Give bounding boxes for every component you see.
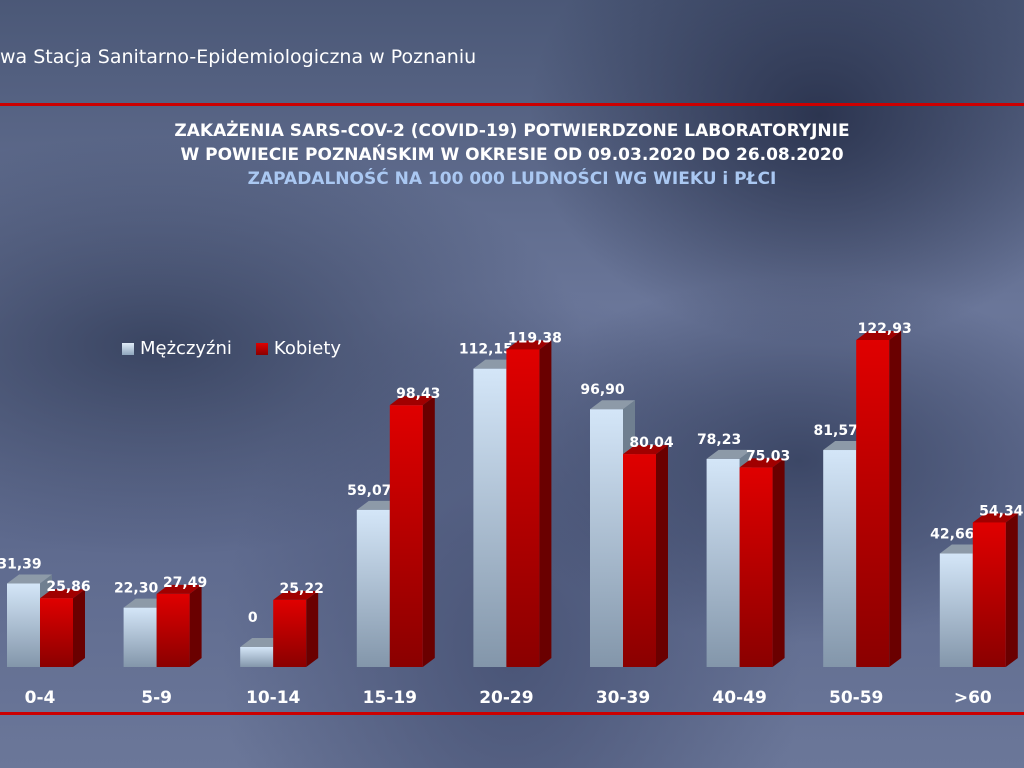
bar-women-top [40, 589, 85, 599]
chart-title-line-2: W POWIECIE POZNAŃSKIM W OKRESIE OD 09.03… [180, 145, 844, 165]
legend-swatch-men [122, 342, 134, 355]
legend-label-men: Mężczyźni [140, 338, 232, 359]
bar-men [939, 553, 973, 667]
bar-men [590, 409, 623, 667]
bar-women [40, 598, 73, 667]
bar-men [706, 458, 740, 667]
bar-women-side [422, 396, 435, 667]
chart-subtitle: ZAPADALNOŚĆ NA 100 000 LUDNOŚCI WG WIEKU… [247, 169, 777, 189]
bar-women [273, 599, 307, 667]
bar-women-value-label: 54,34 [979, 503, 1024, 519]
chart-title-line-1: ZAKAŻENIA SARS-COV-2 (COVID-19) POTWIERD… [174, 121, 850, 141]
legend-item-women: Kobiety [255, 338, 342, 359]
top-divider [0, 103, 1024, 106]
bar-men-top [7, 574, 52, 584]
bar-women [972, 522, 1006, 667]
bar-men-value-label: 96,90 [580, 382, 625, 398]
bar-women [156, 593, 190, 667]
bar-women-top [273, 590, 319, 600]
bar-women-value-label: 80,04 [629, 435, 674, 451]
bar-women-side [306, 590, 319, 667]
bar-women-value-label: 25,86 [46, 579, 90, 595]
x-tick-label: 40-49 [712, 688, 766, 708]
bar-women-top [623, 445, 668, 455]
bar-women-value-label: 122,93 [858, 321, 912, 337]
bar-women-top [739, 458, 785, 468]
bar-women [856, 340, 890, 667]
bar-men [823, 450, 857, 667]
bar-women-top [972, 513, 1018, 523]
bar-men-value-label: 81,57 [814, 423, 858, 439]
bar-women-value-label: 27,49 [163, 575, 207, 591]
legend: Mężczyźni Kobiety [122, 338, 341, 359]
bar-women-value-label: 98,43 [396, 386, 440, 402]
bar-women-value-label: 75,03 [746, 448, 790, 464]
bar-women-side [73, 589, 85, 667]
x-tick-label: 30-39 [596, 688, 650, 708]
x-tick-label: 5-9 [141, 688, 172, 708]
x-tick-label: >60 [954, 688, 992, 708]
bar-women-side [656, 445, 668, 667]
x-tick-label: 10-14 [246, 688, 301, 708]
bar-men [473, 368, 507, 667]
bar-women-top [506, 340, 552, 350]
bar-women [389, 405, 423, 667]
bar-women-side [772, 458, 785, 667]
bar-men-top [706, 449, 752, 459]
bar-women-value-label: 119,38 [508, 330, 562, 346]
x-tick-label: 50-59 [829, 688, 883, 708]
bar-women [506, 349, 540, 667]
bottom-divider [0, 712, 1024, 715]
bar-women [739, 467, 773, 667]
legend-item-men: Mężczyźni [122, 338, 232, 359]
bar-men-value-label: 78,23 [697, 432, 741, 448]
legend-swatch-women [255, 342, 268, 355]
bar-women-side [889, 331, 902, 667]
bar-men-value-label: 22,30 [114, 581, 159, 597]
legend-label-women: Kobiety [273, 338, 342, 359]
bar-men-value-label: 0 [248, 610, 258, 626]
organization-name: wa Stacja Sanitarno-Epidemiologiczna w P… [0, 46, 477, 68]
bar-women-side [189, 584, 202, 667]
bar-men [123, 607, 157, 667]
bar-women-top [156, 584, 202, 594]
bar-women-side [1005, 513, 1018, 667]
x-tick-label: 20-29 [479, 688, 533, 708]
bar-women-side [539, 340, 552, 667]
bar-women-top [389, 396, 435, 406]
x-tick-label: 0-4 [25, 688, 56, 708]
bar-men [7, 583, 40, 667]
bar-men-value-label: 112,15 [459, 342, 513, 358]
bar-women-value-label: 25,22 [280, 581, 324, 597]
bar-men-value-label: 42,66 [930, 527, 974, 543]
bar-men [356, 509, 390, 667]
bar-men [240, 647, 274, 667]
bar-women [623, 454, 656, 667]
bar-women-top [856, 331, 902, 341]
bar-men-top [590, 400, 635, 410]
bar-men-value-label: 31,39 [0, 557, 42, 573]
bar-men-value-label: 59,07 [347, 483, 391, 499]
x-tick-label: 15-19 [363, 688, 417, 708]
